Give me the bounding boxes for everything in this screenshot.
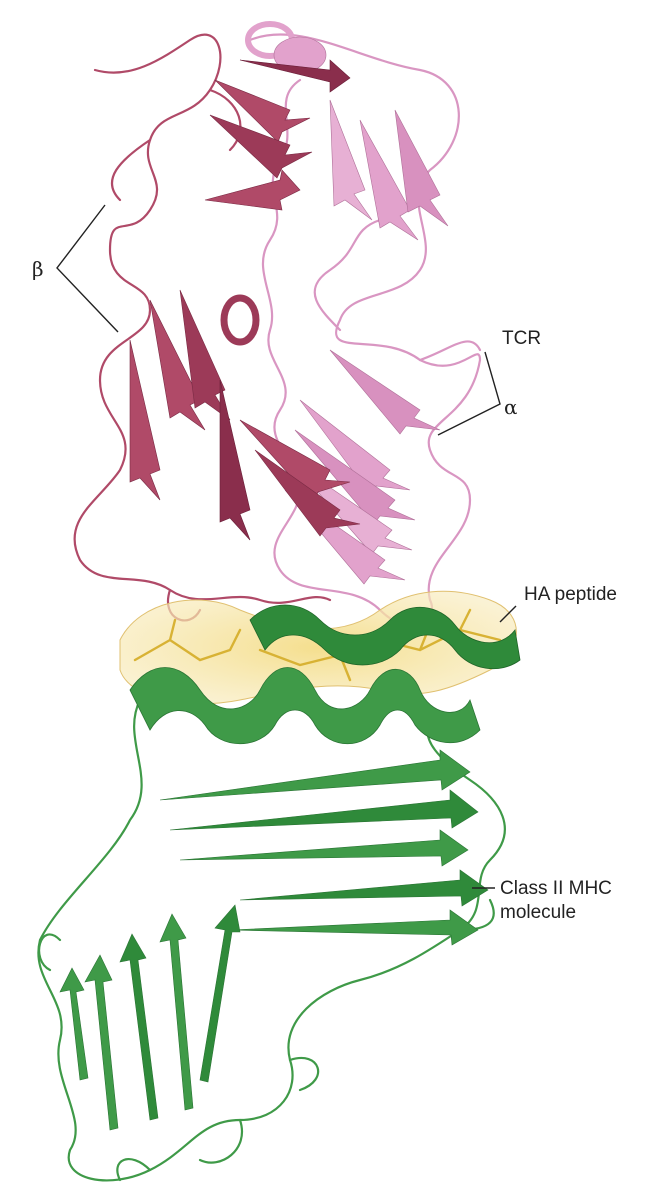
beta-helix	[220, 294, 260, 346]
ha-peptide-leader	[499, 605, 517, 623]
beta-strand	[204, 169, 301, 211]
mhc-strand	[229, 909, 479, 946]
beta-strand	[239, 59, 351, 93]
beta-strand	[254, 449, 361, 537]
alpha-strand	[329, 99, 373, 221]
tcr-label: TCR	[502, 328, 541, 349]
alpha-leader	[437, 351, 501, 436]
mhc-helix	[129, 667, 481, 745]
mhc-helix	[249, 604, 521, 669]
tcr-alpha-chain	[245, 21, 482, 627]
mhc-strand	[59, 967, 89, 1081]
beta-strand	[179, 289, 231, 421]
beta-strand	[209, 114, 313, 179]
mhc-strand	[199, 904, 241, 1083]
mhc-label-line1: Class II MHC	[500, 878, 612, 899]
mhc-strand	[159, 913, 194, 1111]
alpha-chain-loop	[313, 218, 482, 362]
mhc-coil	[37, 698, 506, 1182]
mhc-strand	[239, 869, 489, 907]
ha-peptide-label: HA peptide	[524, 584, 617, 605]
tcr-beta-chain	[73, 33, 361, 622]
alpha-chain-coil	[248, 33, 482, 627]
leader-lines	[56, 204, 517, 889]
mhc-strand	[84, 954, 119, 1131]
mhc-strand	[169, 789, 479, 831]
beta-strand	[129, 339, 161, 501]
alpha-strand	[329, 349, 441, 435]
beta-strand	[219, 379, 251, 541]
mhc-label-line2: molecule	[500, 902, 576, 923]
mhc-strand	[159, 749, 471, 801]
alpha-label: α	[504, 395, 518, 419]
beta-leader	[56, 204, 119, 333]
class-ii-mhc	[37, 604, 521, 1182]
mhc-strand	[119, 933, 159, 1121]
mhc-strand	[179, 829, 469, 867]
alpha-strand	[394, 109, 449, 227]
beta-label: β	[32, 257, 44, 281]
mhc-loop	[38, 898, 495, 1182]
